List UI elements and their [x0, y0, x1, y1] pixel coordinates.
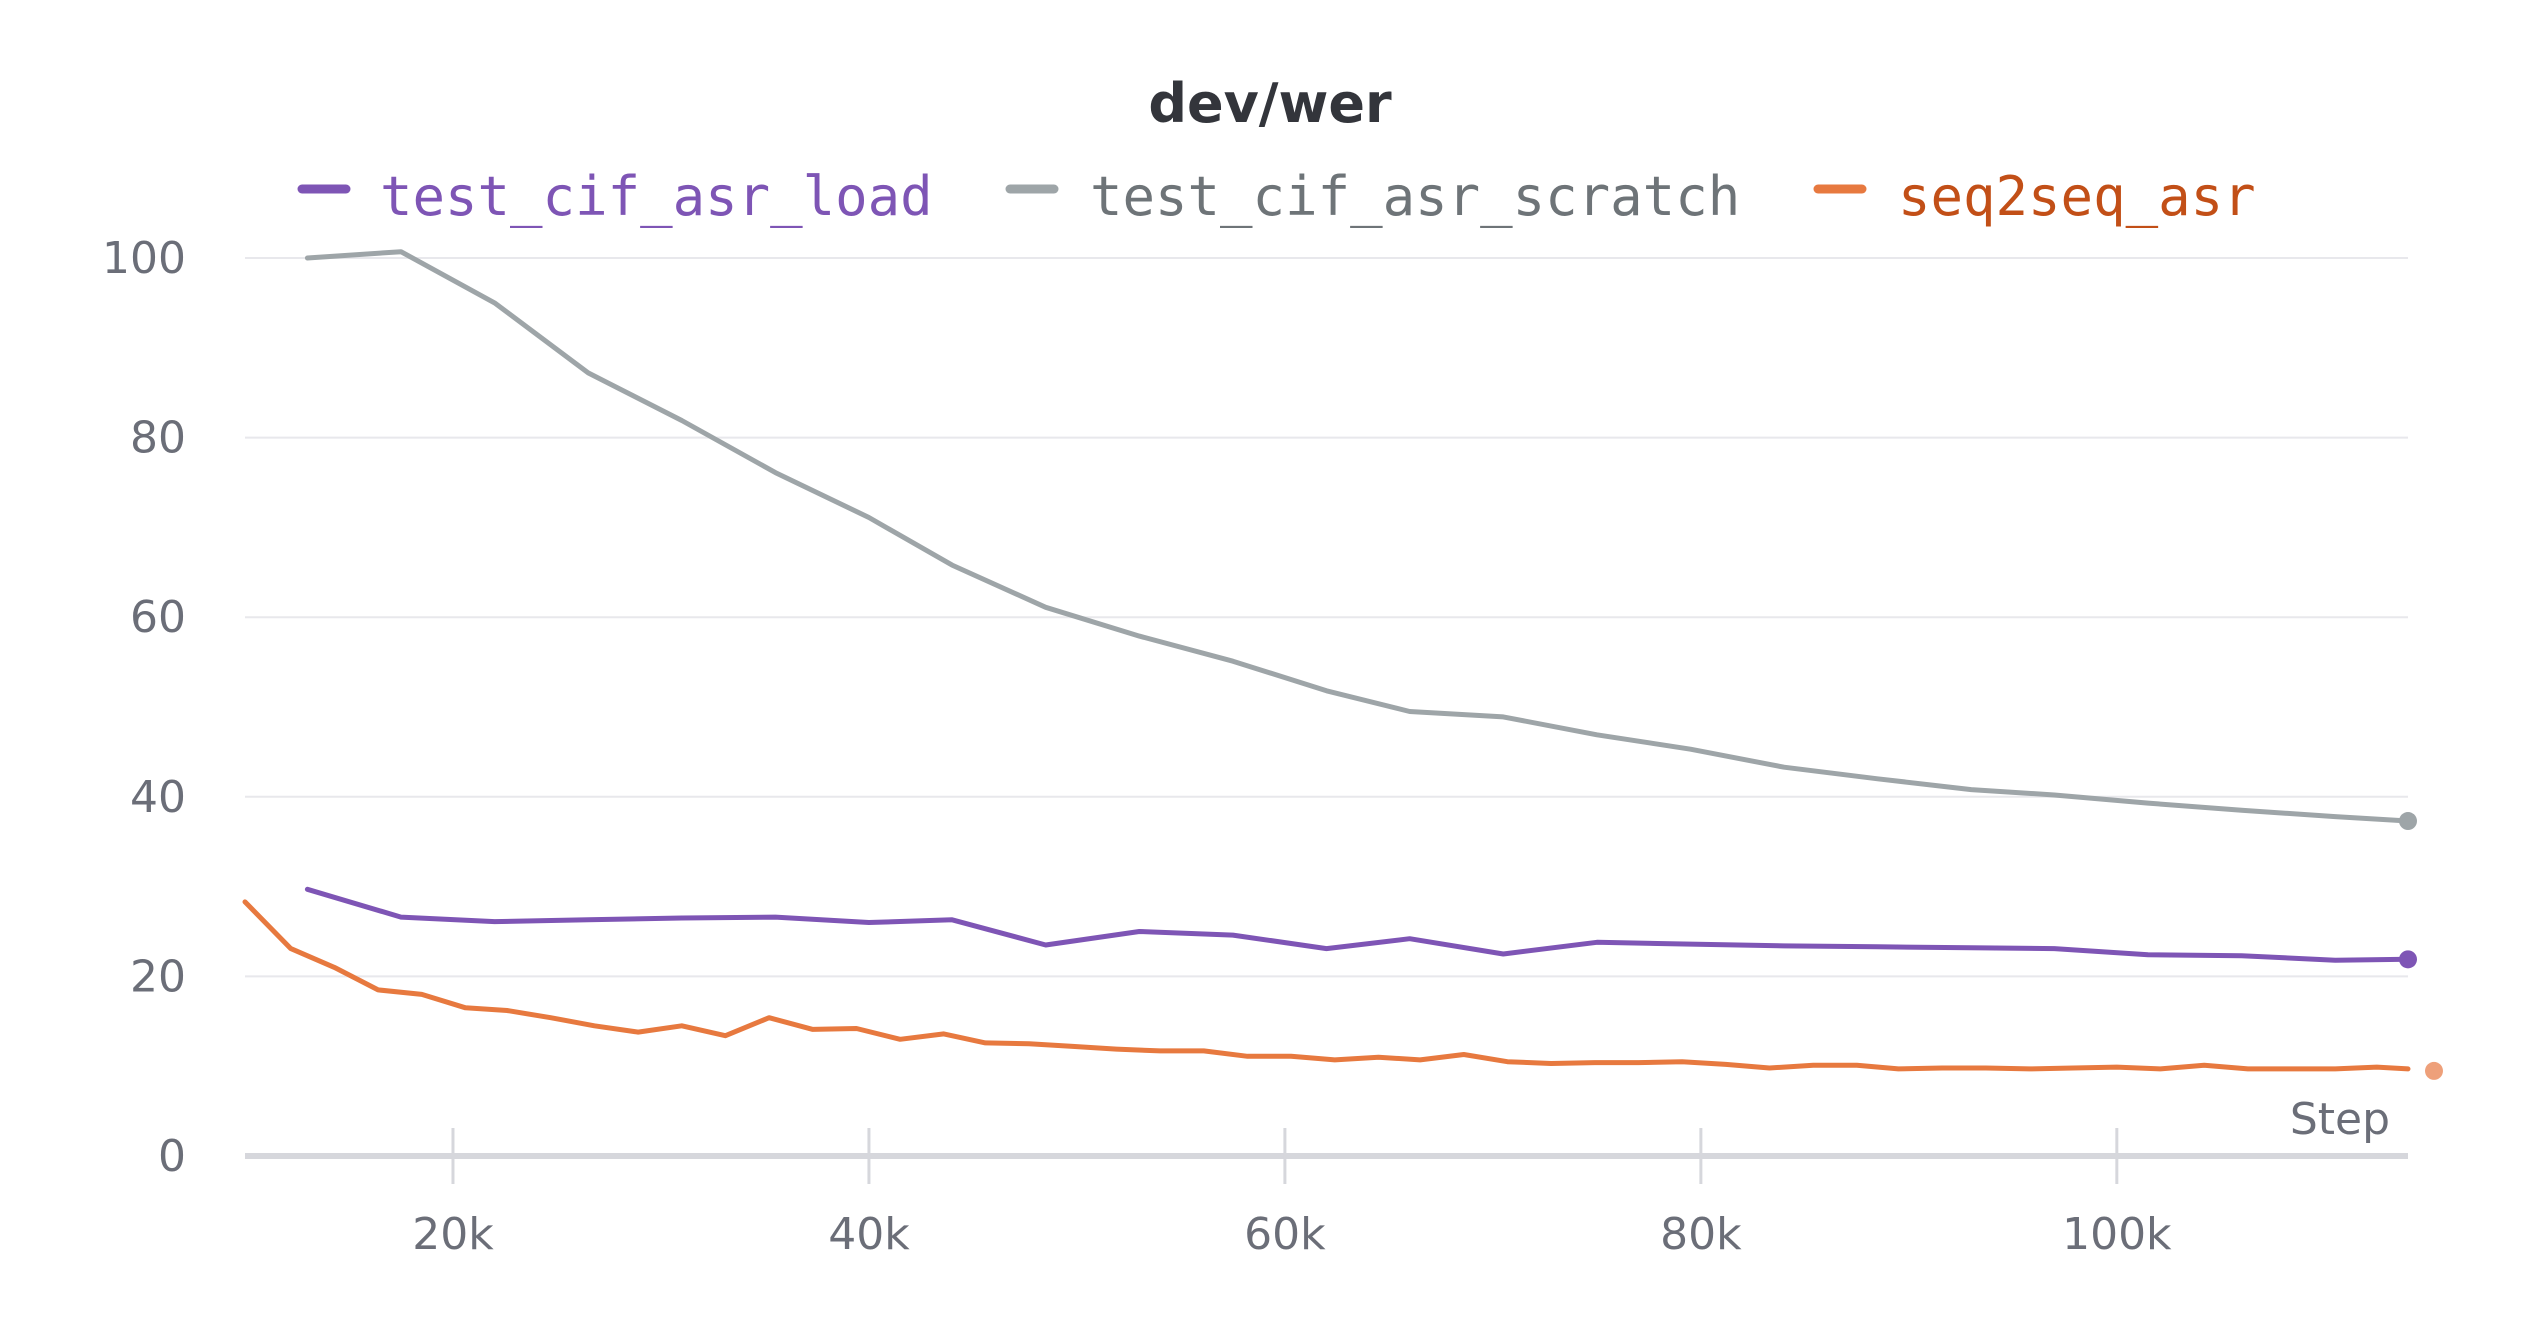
x-tick-label: 60k: [1244, 1209, 1326, 1260]
legend-label-test-cif-asr-scratch: test_cif_asr_scratch: [1090, 165, 1740, 228]
legend-label-seq2seq-asr: seq2seq_asr: [1898, 165, 2256, 228]
legend-item-test-cif-asr-load[interactable]: test_cif_asr_load: [297, 165, 933, 228]
legend-item-seq2seq-asr[interactable]: seq2seq_asr: [1813, 165, 2256, 228]
series-endpoint-seq2seq-asr: [2425, 1061, 2443, 1080]
series-line-test-cif-asr-scratch[interactable]: [304, 249, 2411, 824]
x-tick-label: 20k: [412, 1209, 494, 1260]
y-tick-label: 20: [130, 951, 186, 1002]
x-tick-label: 100k: [2062, 1209, 2172, 1260]
chart-title: dev/wer: [1148, 72, 1392, 135]
y-tick-label: 100: [102, 233, 186, 284]
x-tick-label: 40k: [828, 1209, 910, 1260]
y-tick-label: 0: [158, 1131, 186, 1182]
y-tick-label: 60: [130, 592, 186, 643]
series-endpoint-test-cif-asr-scratch: [2399, 812, 2417, 831]
series-line-test-cif-asr-load[interactable]: [304, 886, 2411, 963]
series-line-seq2seq-asr[interactable]: [242, 899, 2411, 1072]
legend-label-test-cif-asr-load: test_cif_asr_load: [380, 165, 933, 228]
y-tick-label: 40: [130, 772, 186, 823]
x-tick-label: 80k: [1660, 1209, 1742, 1260]
legend-item-test-cif-asr-scratch[interactable]: test_cif_asr_scratch: [1005, 165, 1740, 228]
legend: test_cif_asr_load test_cif_asr_scratch s…: [297, 165, 2256, 228]
series-layer: [242, 249, 2443, 1080]
x-axis: 20k 40k 60k 80k 100k: [245, 1128, 2408, 1260]
series-endpoint-test-cif-asr-load: [2399, 950, 2417, 969]
x-axis-label: Step: [2290, 1094, 2390, 1145]
gridlines: [245, 257, 2408, 978]
y-tick-label: 80: [130, 413, 186, 464]
y-axis: 0 20 40 60 80 100: [102, 233, 186, 1182]
